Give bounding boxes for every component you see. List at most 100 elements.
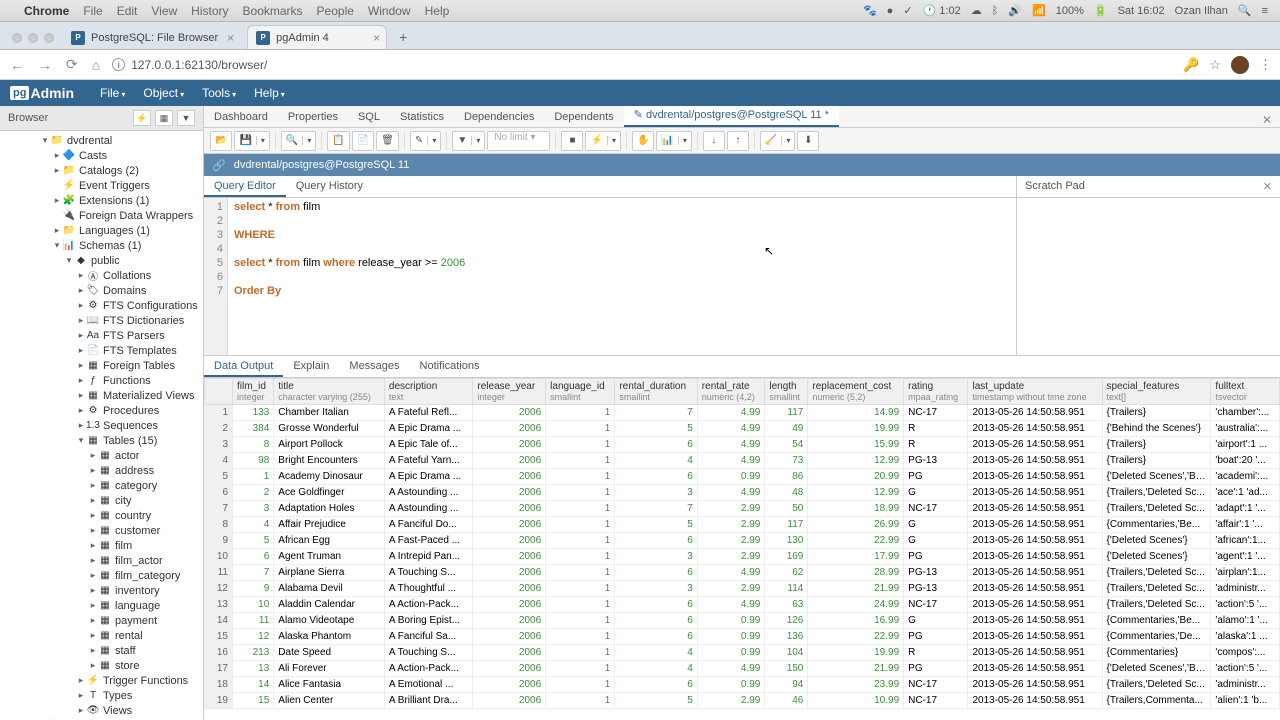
cell[interactable]: 16.99: [808, 613, 904, 629]
cell[interactable]: Aladdin Calendar: [274, 597, 385, 613]
cell[interactable]: 73: [765, 453, 808, 469]
cell[interactable]: 1: [546, 517, 615, 533]
cell[interactable]: 22.99: [808, 533, 904, 549]
cell[interactable]: 2013-05-26 14:50:58.951: [968, 597, 1102, 613]
cell[interactable]: 49: [765, 421, 808, 437]
cell[interactable]: 6: [615, 533, 697, 549]
macos-menu-item[interactable]: View: [151, 4, 177, 18]
tree-expander[interactable]: ▸: [76, 360, 86, 371]
column-header[interactable]: last_updatetimestamp without time zone: [968, 379, 1102, 405]
tree-item[interactable]: ▸▦staff: [0, 643, 203, 658]
tree-expander[interactable]: ▸: [76, 285, 86, 296]
cell[interactable]: 136: [765, 629, 808, 645]
clear-button[interactable]: 🧹▾: [760, 131, 795, 151]
user-name[interactable]: Ozan Ilhan: [1175, 5, 1228, 17]
cell[interactable]: 'african':1...: [1211, 533, 1280, 549]
cell[interactable]: 4.99: [697, 437, 765, 453]
cell[interactable]: 19.99: [808, 421, 904, 437]
cell[interactable]: 0.99: [697, 629, 765, 645]
battery-status[interactable]: 100%: [1056, 5, 1084, 17]
close-panel-button[interactable]: ✕: [1254, 113, 1280, 127]
cell[interactable]: 2006: [473, 581, 546, 597]
profile-avatar[interactable]: [1231, 56, 1249, 74]
tree-expander[interactable]: ▸: [52, 165, 62, 176]
tree-item[interactable]: ▸▦film_category: [0, 568, 203, 583]
cell[interactable]: 2013-05-26 14:50:58.951: [968, 645, 1102, 661]
cell[interactable]: 4: [615, 661, 697, 677]
cell[interactable]: 2006: [473, 629, 546, 645]
cell[interactable]: G: [904, 485, 968, 501]
cell[interactable]: 'chamber':...: [1211, 405, 1280, 421]
cell[interactable]: 22.99: [808, 629, 904, 645]
tree-expander[interactable]: ▸: [88, 615, 98, 626]
column-header[interactable]: descriptiontext: [384, 379, 473, 405]
cell[interactable]: 1: [546, 629, 615, 645]
tree-item[interactable]: ▾▦Tables (15): [0, 433, 203, 448]
cell[interactable]: 114: [765, 581, 808, 597]
cell[interactable]: R: [904, 437, 968, 453]
cell[interactable]: 2006: [473, 405, 546, 421]
table-row[interactable]: 1411Alamo VideotapeA Boring Epist...2006…: [205, 613, 1280, 629]
cell[interactable]: NC-17: [904, 597, 968, 613]
close-scratch-button[interactable]: ✕: [1263, 180, 1272, 193]
connection-bar[interactable]: 🔗 dvdrental/postgres@PostgreSQL 11: [204, 154, 1280, 176]
app-name[interactable]: Chrome: [24, 4, 69, 18]
cell[interactable]: 'boat':20 '...: [1211, 453, 1280, 469]
tree-expander[interactable]: ▸: [52, 150, 62, 161]
cell[interactable]: 10.99: [808, 693, 904, 709]
cell[interactable]: 1: [546, 565, 615, 581]
cell[interactable]: {Trailers,Commenta...: [1102, 693, 1211, 709]
cell[interactable]: A Touching S...: [384, 645, 473, 661]
tree-expander[interactable]: ▸: [76, 300, 86, 311]
cell[interactable]: 5: [615, 421, 697, 437]
cell[interactable]: 'adapt':1 '...: [1211, 501, 1280, 517]
table-row[interactable]: 73Adaptation HolesA Astounding ...200617…: [205, 501, 1280, 517]
cell[interactable]: 24.99: [808, 597, 904, 613]
bluetooth-icon[interactable]: ᛒ: [992, 5, 999, 17]
tree-expander[interactable]: ▸: [88, 555, 98, 566]
cell[interactable]: 1: [546, 597, 615, 613]
cell[interactable]: 117: [765, 517, 808, 533]
results-tab[interactable]: Explain: [283, 356, 339, 377]
close-window[interactable]: [12, 33, 22, 43]
cell[interactable]: A Thoughtful ...: [384, 581, 473, 597]
column-header[interactable]: film_idinteger: [233, 379, 274, 405]
cell[interactable]: 2.99: [697, 501, 765, 517]
cell[interactable]: G: [904, 613, 968, 629]
tree-expander[interactable]: ▸: [88, 660, 98, 671]
tree-item[interactable]: ▸TTypes: [0, 688, 203, 703]
cell[interactable]: 2013-05-26 14:50:58.951: [968, 565, 1102, 581]
download-button[interactable]: ⬇: [797, 131, 819, 151]
tree-item[interactable]: ▸🏷Domains: [0, 283, 203, 298]
column-header[interactable]: replacement_costnumeric (5,2): [808, 379, 904, 405]
table-row[interactable]: 129Alabama DevilA Thoughtful ...2006132.…: [205, 581, 1280, 597]
cell[interactable]: 2006: [473, 565, 546, 581]
table-row[interactable]: 106Agent TrumanA Intrepid Pan...2006132.…: [205, 549, 1280, 565]
execute-button[interactable]: ⚡▾: [585, 131, 620, 151]
cell[interactable]: Bright Encounters: [274, 453, 385, 469]
cell[interactable]: 98: [233, 453, 274, 469]
cell[interactable]: {Commentaries}: [1102, 645, 1211, 661]
tree-item[interactable]: ▸▦Materialized Views: [0, 388, 203, 403]
cell[interactable]: Ali Forever: [274, 661, 385, 677]
cell[interactable]: {Commentaries,'Be...: [1102, 517, 1211, 533]
tree-item[interactable]: ▸▦Foreign Tables: [0, 358, 203, 373]
table-row[interactable]: 1814Alice FantasiaA Emotional ...2006160…: [205, 677, 1280, 693]
cell[interactable]: 5: [615, 693, 697, 709]
cell[interactable]: 1: [546, 501, 615, 517]
cell[interactable]: 6: [615, 469, 697, 485]
new-tab-button[interactable]: +: [393, 27, 413, 47]
tree-expander[interactable]: ▸: [88, 570, 98, 581]
status-icon[interactable]: ☁: [971, 4, 982, 17]
tree-item[interactable]: ▸▦inventory: [0, 583, 203, 598]
cell[interactable]: 3: [233, 501, 274, 517]
tree-expander[interactable]: ▸: [76, 705, 86, 716]
cell[interactable]: 13: [233, 661, 274, 677]
tree-expander[interactable]: ▸: [88, 585, 98, 596]
tree-item[interactable]: ▸📖FTS Dictionaries: [0, 313, 203, 328]
cell[interactable]: 117: [765, 405, 808, 421]
cell[interactable]: 2013-05-26 14:50:58.951: [968, 533, 1102, 549]
minimize-window[interactable]: [28, 33, 38, 43]
cell[interactable]: 4.99: [697, 661, 765, 677]
macos-menu-item[interactable]: Edit: [117, 4, 138, 18]
